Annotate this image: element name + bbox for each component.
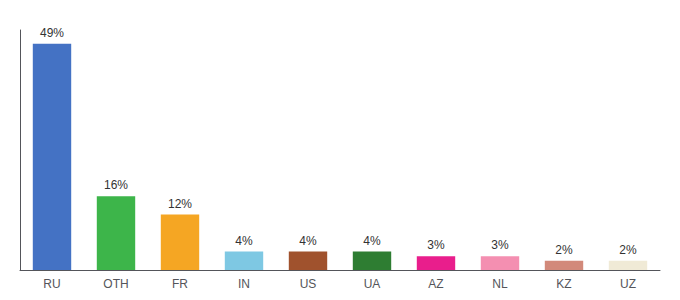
svg-text:2%: 2% (619, 243, 637, 257)
svg-text:RU: RU (43, 277, 60, 291)
svg-text:UA: UA (364, 277, 381, 291)
svg-text:IN: IN (238, 277, 250, 291)
svg-text:2%: 2% (555, 243, 573, 257)
svg-text:NL: NL (492, 277, 508, 291)
svg-text:4%: 4% (235, 234, 253, 248)
svg-text:UZ: UZ (620, 277, 636, 291)
svg-text:US: US (300, 277, 317, 291)
svg-text:16%: 16% (104, 178, 128, 192)
svg-text:AZ: AZ (428, 277, 443, 291)
svg-text:OTH: OTH (103, 277, 128, 291)
svg-text:KZ: KZ (556, 277, 571, 291)
svg-text:4%: 4% (363, 234, 381, 248)
svg-text:FR: FR (172, 277, 188, 291)
svg-text:4%: 4% (299, 234, 317, 248)
svg-text:12%: 12% (168, 197, 192, 211)
svg-text:3%: 3% (427, 238, 445, 252)
svg-text:49%: 49% (40, 26, 64, 40)
svg-text:3%: 3% (491, 238, 509, 252)
